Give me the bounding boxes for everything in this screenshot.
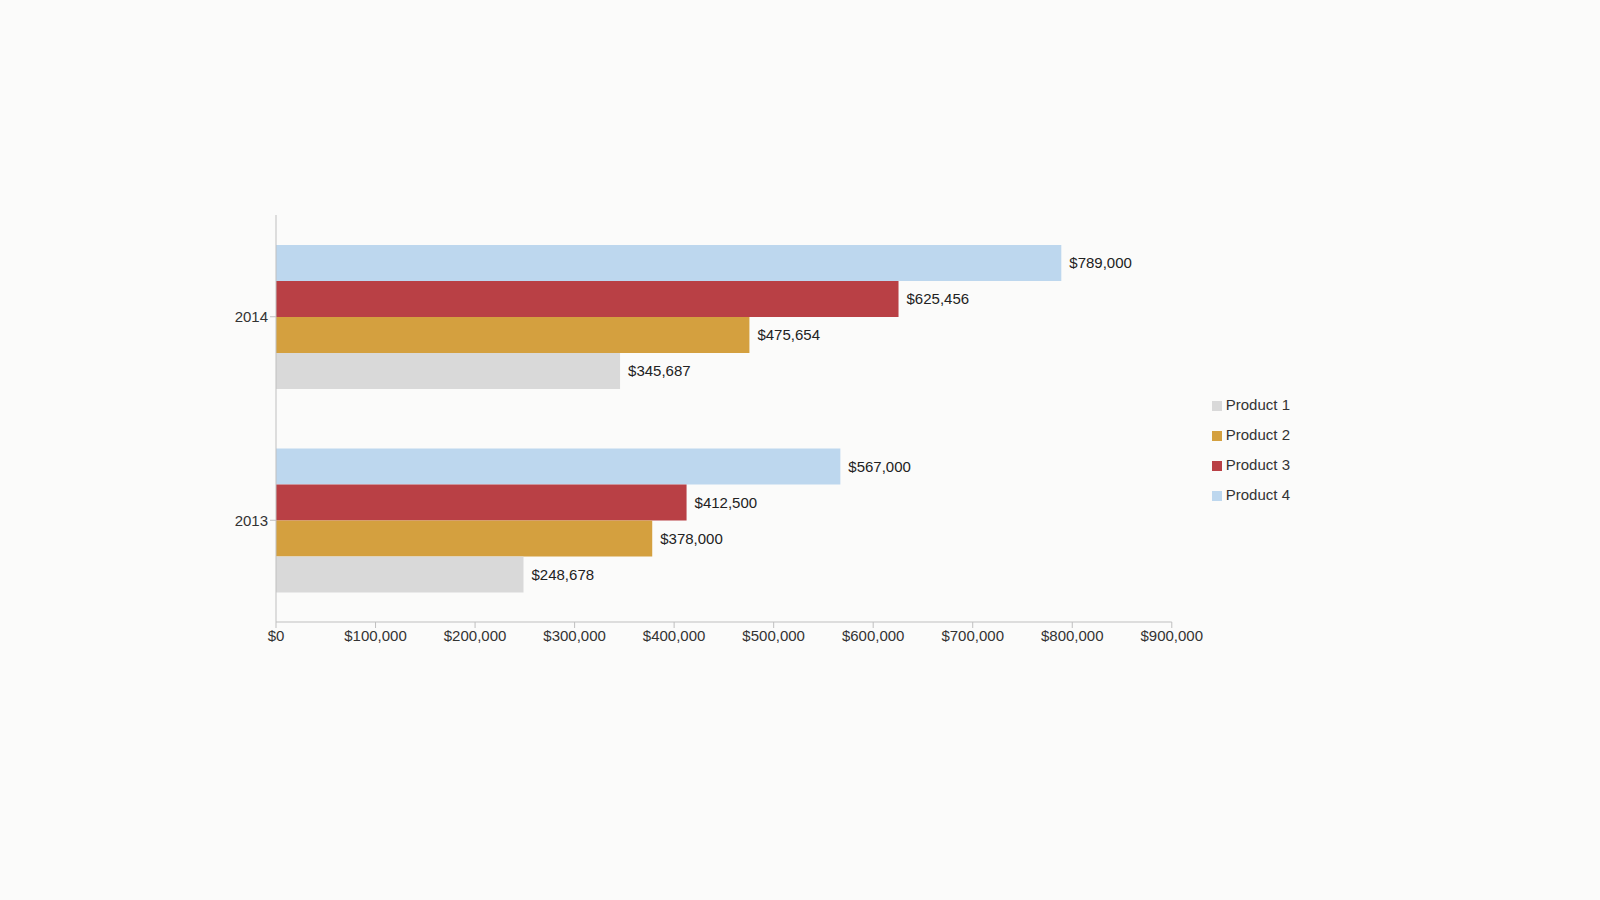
svg-text:$567,000: $567,000 — [848, 458, 911, 475]
svg-text:$475,654: $475,654 — [757, 326, 820, 343]
svg-text:$0: $0 — [268, 627, 285, 644]
svg-text:$400,000: $400,000 — [643, 627, 706, 644]
svg-text:$100,000: $100,000 — [344, 627, 407, 644]
html-text:Product 4: Product 4 — [1225, 486, 1290, 503]
html-text:Product 2: Product 2 — [1225, 426, 1290, 443]
svg-text:$700,000: $700,000 — [941, 627, 1004, 644]
svg-text:$300,000: $300,000 — [543, 627, 606, 644]
svg-text:$625,456: $625,456 — [907, 290, 970, 307]
svg-text:$345,687: $345,687 — [628, 362, 691, 379]
svg-text:$500,000: $500,000 — [742, 627, 805, 644]
svg-text:$378,000: $378,000 — [660, 530, 723, 547]
svg-text:$248,678: $248,678 — [532, 566, 595, 583]
html-text:Product 1: Product 1 — [1225, 396, 1290, 413]
svg-text:$800,000: $800,000 — [1041, 627, 1104, 644]
svg-text:2014: 2014 — [235, 308, 268, 325]
svg-text:2013: 2013 — [235, 512, 268, 529]
svg-text:$600,000: $600,000 — [842, 627, 905, 644]
svg-text:$200,000: $200,000 — [444, 627, 507, 644]
html-text:Product 3: Product 3 — [1225, 456, 1290, 473]
svg-text:$789,000: $789,000 — [1069, 254, 1132, 271]
svg-text:$900,000: $900,000 — [1140, 627, 1203, 644]
svg-text:$412,500: $412,500 — [695, 494, 758, 511]
